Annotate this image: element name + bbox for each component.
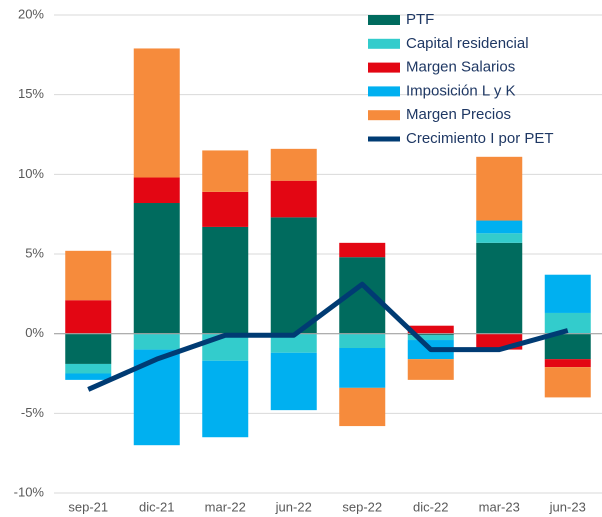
bar-segment — [65, 373, 112, 380]
bar-segment — [339, 348, 386, 388]
bar-segment — [65, 300, 112, 334]
bar-segment — [133, 203, 180, 334]
bar-segment — [339, 333, 386, 349]
bar-segment — [202, 150, 249, 192]
bar-segment — [270, 217, 317, 334]
bar-segment — [202, 226, 249, 334]
bar-segment — [270, 352, 317, 411]
bar-segment — [544, 274, 591, 313]
y-tick-label: 5% — [25, 245, 44, 260]
bar-segment — [476, 242, 523, 334]
bar-segment — [544, 312, 591, 334]
y-tick-label: 20% — [18, 6, 44, 21]
bar-segment — [202, 191, 249, 227]
x-tick-label: sep-21 — [68, 499, 108, 514]
y-tick-label: -10% — [14, 484, 45, 499]
bar-segment — [65, 333, 112, 364]
bar-segment — [476, 233, 523, 243]
legend-swatch — [368, 86, 400, 97]
y-tick-label: 0% — [25, 325, 44, 340]
legend-swatch — [368, 38, 400, 49]
bar-segment — [476, 156, 523, 221]
bar-segment — [270, 180, 317, 218]
bar-segment — [65, 363, 112, 374]
legend-label: Capital residencial — [406, 35, 529, 52]
legend-label: Margen Salarios — [406, 59, 515, 76]
bar-segment — [339, 242, 386, 258]
bar-segment — [133, 333, 180, 350]
bar-segment — [65, 250, 112, 301]
legend-label: Imposición L y K — [406, 82, 516, 99]
bar-segment — [407, 333, 454, 336]
legend-swatch — [368, 110, 400, 121]
bar-segment — [339, 387, 386, 427]
bar-segment — [544, 359, 591, 368]
x-tick-label: mar-23 — [479, 499, 520, 514]
bar-segment — [407, 359, 454, 380]
line-series — [87, 281, 569, 392]
bar-segment — [407, 325, 454, 334]
x-tick-label: sep-22 — [342, 499, 382, 514]
bar-segment — [270, 148, 317, 181]
legend-swatch — [368, 62, 400, 73]
y-tick-label: -5% — [21, 405, 45, 420]
bar-segment — [544, 367, 591, 398]
legend-swatch — [368, 15, 400, 25]
bar-segment — [133, 48, 180, 178]
legend-label: Margen Precios — [406, 106, 511, 123]
legend-label: Crecimiento I por PET — [406, 130, 554, 147]
x-tick-label: dic-22 — [413, 499, 448, 514]
y-tick-label: 10% — [18, 166, 44, 181]
bar-segment — [202, 360, 249, 438]
bar-segment — [270, 333, 317, 353]
x-tick-label: dic-21 — [139, 499, 174, 514]
bar-segment — [407, 335, 454, 341]
x-tick-label: mar-22 — [205, 499, 246, 514]
y-tick-label: 15% — [18, 86, 44, 101]
bar-segment — [133, 177, 180, 204]
bar-segment — [544, 333, 591, 360]
bar-segment — [476, 220, 523, 234]
x-tick-label: jun-23 — [549, 499, 586, 514]
legend-label: PTF — [406, 11, 434, 28]
x-tick-label: jun-22 — [275, 499, 312, 514]
